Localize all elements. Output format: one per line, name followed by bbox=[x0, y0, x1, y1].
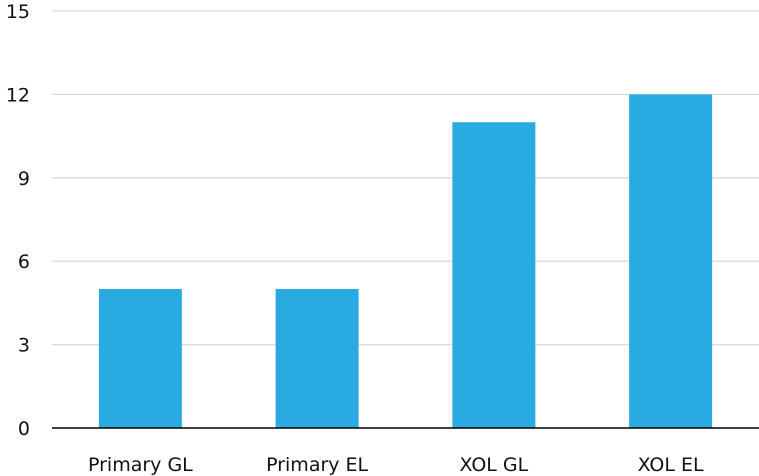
x-category-label: XOL EL bbox=[638, 454, 704, 476]
y-tick-label: 6 bbox=[18, 251, 30, 273]
y-axis-tick-labels: 0 3 6 9 12 15 bbox=[6, 1, 30, 440]
x-category-label: Primary GL bbox=[88, 454, 193, 476]
y-tick-label: 12 bbox=[6, 84, 30, 106]
y-tick-label: 3 bbox=[18, 335, 30, 357]
y-tick-label: 0 bbox=[18, 418, 30, 440]
y-tick-label: 9 bbox=[18, 168, 30, 190]
y-tick-label: 15 bbox=[6, 1, 30, 23]
x-category-label: XOL GL bbox=[460, 454, 529, 476]
x-axis-category-labels: Primary GL Primary EL XOL GL XOL EL bbox=[88, 454, 704, 476]
bar-primary-el bbox=[275, 289, 359, 428]
bar-xol-el bbox=[629, 94, 713, 429]
bars bbox=[98, 94, 713, 429]
bar-xol-gl bbox=[452, 122, 536, 428]
bar-primary-gl bbox=[98, 289, 182, 428]
x-category-label: Primary EL bbox=[266, 454, 368, 476]
